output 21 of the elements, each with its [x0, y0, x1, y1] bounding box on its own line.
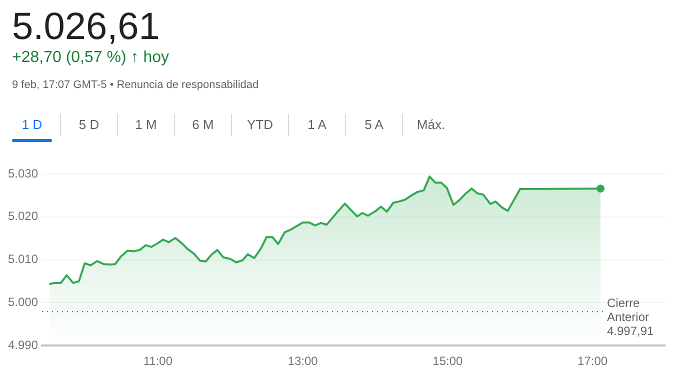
y-tick-label: 5.030: [8, 166, 38, 180]
text: 1 A: [289, 114, 346, 136]
text: 9 feb, 17:07 GMT-5 • Renuncia de responsabilidad: [12, 78, 259, 92]
y-tick-label: 5.010: [8, 252, 38, 266]
x-tick-label: 15:00: [432, 354, 464, 368]
y-tick-label: 5.020: [8, 209, 38, 224]
x-tick-label: 17:00: [578, 354, 608, 368]
text: 6 M: [175, 114, 232, 136]
y-tick-label: 4.990: [8, 338, 38, 352]
x-tick-label: 11:00: [143, 354, 173, 368]
chart-subtitle: +28,70 (0,57 %) ↑ hoy: [12, 48, 169, 68]
text: Máx.: [416, 116, 446, 134]
chart-title: 5.026,61: [12, 6, 160, 48]
text: 5 D: [61, 114, 118, 136]
text: YTD: [232, 114, 289, 136]
text: 5 A: [346, 114, 403, 136]
y-tick-label: 5.000: [8, 295, 38, 310]
text: 1 D: [4, 114, 61, 136]
text: 1 M: [118, 114, 175, 136]
x-tick-label: 13:00: [288, 354, 318, 368]
ref-line-label: Cierre Anterior 4.997,91: [607, 296, 654, 338]
